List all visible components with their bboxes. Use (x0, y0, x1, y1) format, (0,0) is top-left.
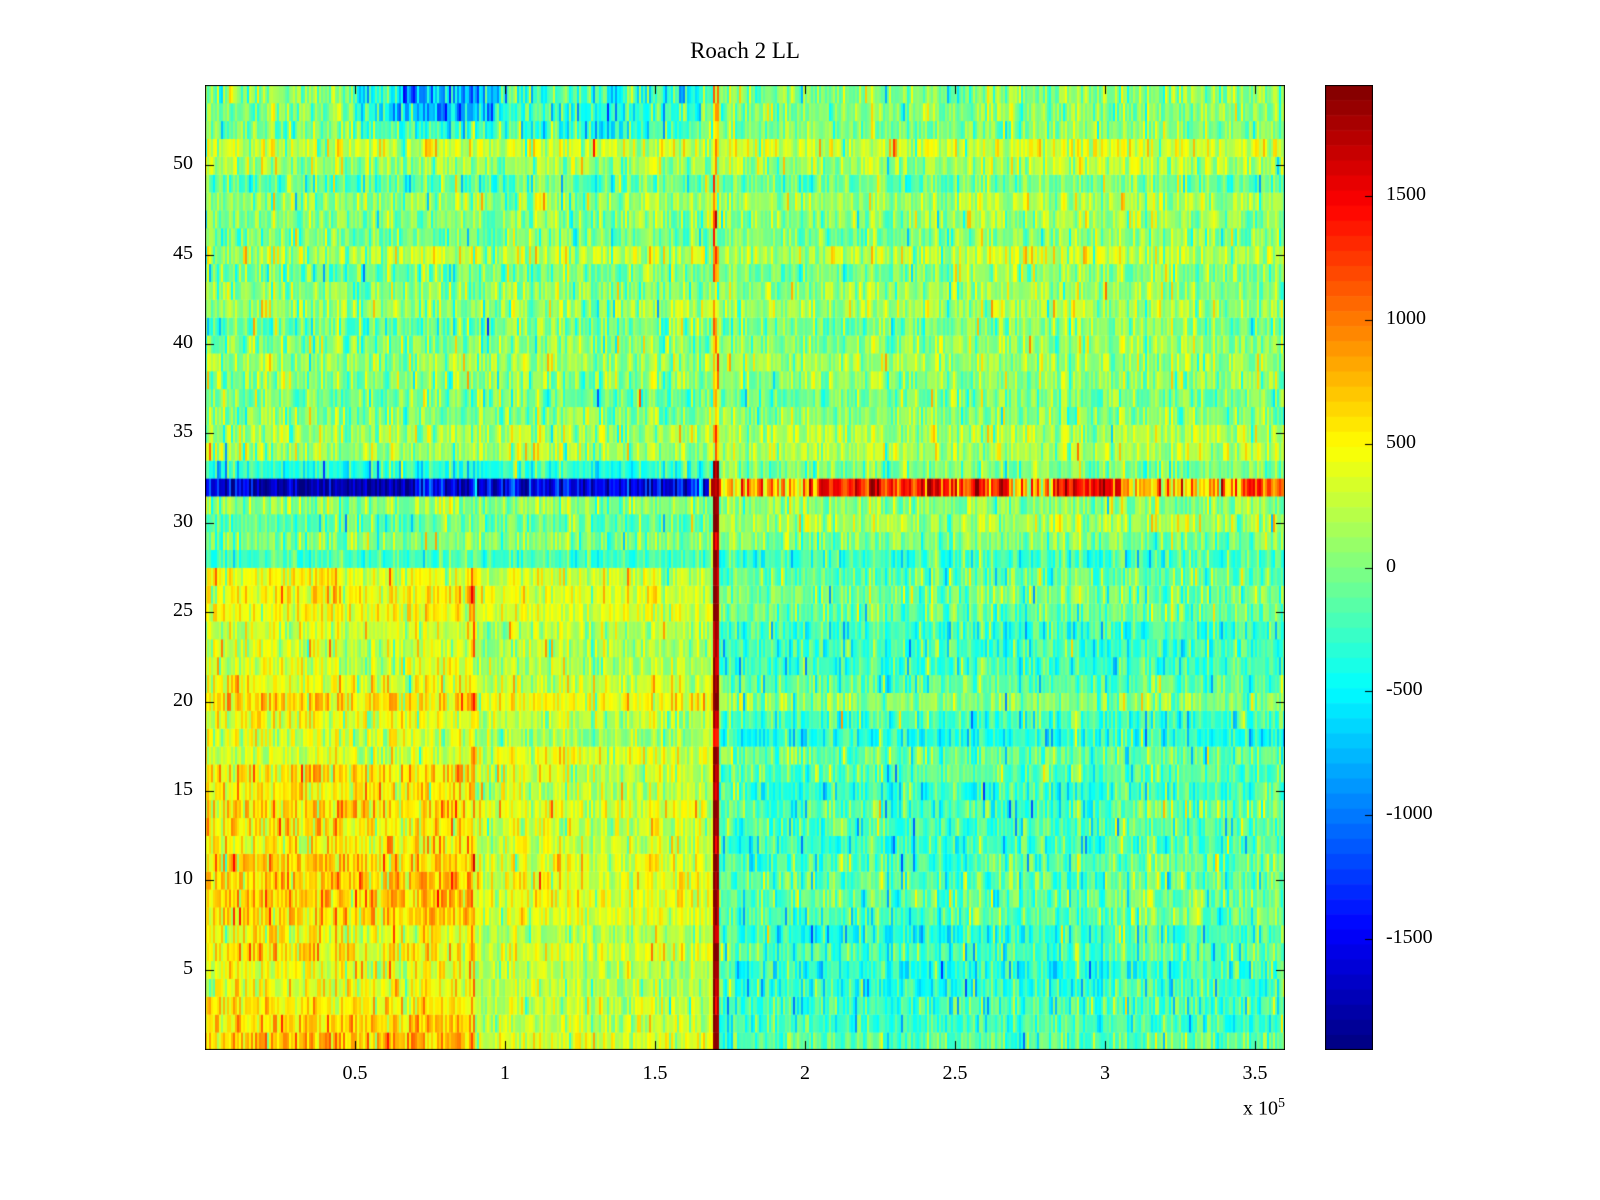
x-axis-exponent-label: x 105 (1243, 1096, 1285, 1121)
y-tick-label: 20 (173, 688, 193, 711)
x-tick-label: 0.5 (342, 1062, 368, 1084)
x-tick-label: 3 (1100, 1062, 1110, 1084)
y-tick-label: 25 (173, 599, 193, 622)
colorbar-tick-label: 1000 (1386, 307, 1426, 330)
y-tick-label: 45 (173, 241, 193, 264)
x-tick-label: 2.5 (942, 1062, 968, 1084)
colorbar-tick-label: -500 (1386, 678, 1423, 701)
x-tick-label: 2 (800, 1062, 810, 1084)
y-tick-label: 50 (173, 152, 193, 175)
y-tick-label: 35 (173, 420, 193, 443)
colorbar (1325, 85, 1373, 1050)
colorbar-tick-label: -1500 (1386, 925, 1433, 948)
heatmap-canvas (205, 85, 1285, 1050)
colorbar-tick-label: 1500 (1386, 183, 1426, 206)
x-exponent-power: 5 (1278, 1096, 1285, 1111)
y-tick-label: 10 (173, 867, 193, 890)
y-tick-label: 40 (173, 331, 193, 354)
colorbar-tick-label: 0 (1386, 554, 1396, 577)
colorbar-tick-label: 500 (1386, 430, 1416, 453)
chart-title: Roach 2 LL (690, 38, 800, 63)
y-tick-label: 5 (183, 956, 193, 979)
colorbar-tick-label: -1000 (1386, 801, 1433, 824)
x-tick-label: 1 (500, 1062, 510, 1084)
y-tick-label: 30 (173, 509, 193, 532)
x-tick-label: 3.5 (1242, 1062, 1268, 1084)
x-tick-label: 1.5 (642, 1062, 668, 1084)
x-exponent-prefix: x 10 (1243, 1097, 1278, 1120)
y-tick-label: 15 (173, 777, 193, 800)
